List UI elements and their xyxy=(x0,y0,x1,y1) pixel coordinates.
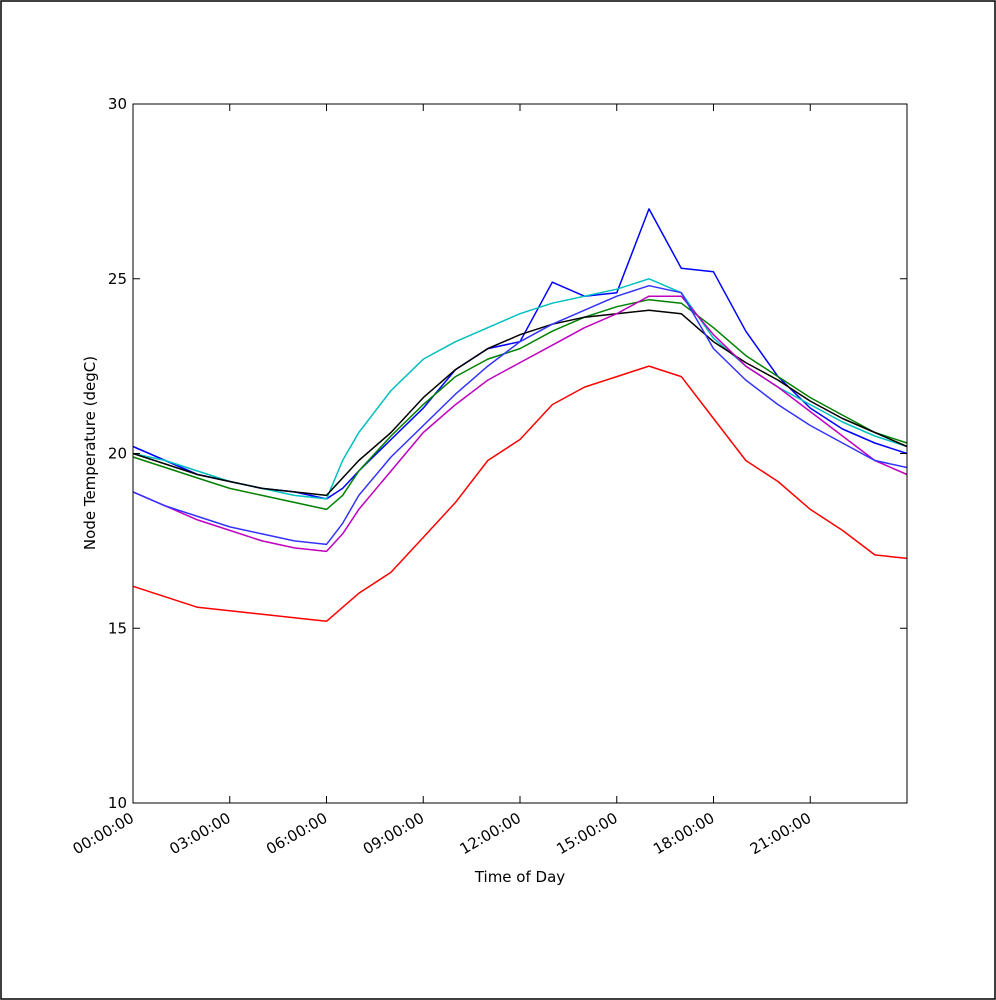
y-tick-label: 25 xyxy=(108,270,127,288)
y-tick-label: 15 xyxy=(108,619,127,637)
series-line-6 xyxy=(132,295,908,553)
series-line-5 xyxy=(132,309,908,497)
series-line-1 xyxy=(132,365,908,623)
y-tick-label: 10 xyxy=(108,794,127,812)
x-axis-label: Time of Day xyxy=(474,868,565,886)
y-axis-label: Node Temperature (degC) xyxy=(81,356,99,550)
plot-area xyxy=(132,103,908,804)
y-tick-label: 20 xyxy=(108,445,127,463)
series-layer xyxy=(132,208,908,623)
y-tick-label: 30 xyxy=(108,95,127,113)
series-line-7 xyxy=(132,284,908,546)
